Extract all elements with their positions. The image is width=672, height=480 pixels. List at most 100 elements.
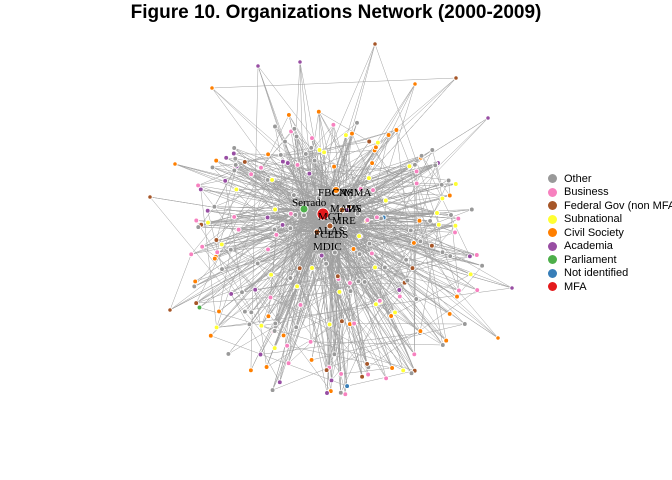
network-node bbox=[246, 321, 253, 328]
network-node bbox=[271, 328, 278, 334]
network-node bbox=[242, 308, 248, 315]
network-node bbox=[439, 195, 446, 202]
network-node bbox=[211, 203, 218, 210]
legend-swatch bbox=[548, 214, 557, 224]
network-node bbox=[452, 181, 459, 187]
legend-label: MFA bbox=[564, 280, 587, 293]
network-node bbox=[461, 321, 468, 327]
network-node bbox=[456, 287, 462, 294]
network-node bbox=[400, 367, 407, 374]
network-node bbox=[343, 132, 349, 138]
network-node bbox=[307, 338, 314, 345]
legend-swatch bbox=[548, 241, 557, 251]
node-label: Serrado bbox=[292, 197, 327, 209]
network-node bbox=[318, 252, 325, 259]
legend-swatch bbox=[548, 268, 557, 278]
network-node bbox=[338, 371, 344, 377]
network-node bbox=[350, 246, 357, 252]
network-node bbox=[369, 250, 375, 257]
network-node bbox=[432, 162, 439, 169]
network-node bbox=[453, 75, 459, 81]
network-node bbox=[357, 186, 364, 192]
network-node bbox=[347, 194, 354, 201]
network-node bbox=[284, 160, 291, 166]
network-node bbox=[199, 243, 206, 250]
network-node bbox=[351, 320, 357, 327]
network-node bbox=[308, 357, 315, 363]
network-node bbox=[406, 163, 413, 170]
network-node bbox=[228, 291, 235, 297]
network-node bbox=[356, 233, 362, 239]
network-node bbox=[435, 221, 442, 228]
network-node bbox=[443, 337, 450, 344]
network-node bbox=[316, 147, 323, 153]
network-node bbox=[382, 197, 389, 204]
network-node bbox=[326, 222, 334, 230]
network-node bbox=[172, 161, 178, 167]
network-node bbox=[271, 226, 278, 233]
network-node bbox=[232, 155, 239, 162]
network-node bbox=[330, 121, 337, 128]
network-node bbox=[269, 387, 276, 393]
network-node bbox=[326, 321, 333, 328]
network-node bbox=[332, 249, 338, 256]
legend-item: Subnational bbox=[548, 213, 672, 227]
network-node bbox=[403, 256, 409, 263]
network-node bbox=[265, 313, 272, 320]
network-node bbox=[287, 225, 294, 232]
legend-swatch bbox=[548, 174, 557, 184]
network-node bbox=[192, 278, 199, 285]
network-node bbox=[316, 207, 330, 221]
network-node bbox=[197, 186, 204, 193]
legend-swatch bbox=[548, 228, 557, 238]
network-node bbox=[255, 63, 261, 69]
network-node bbox=[354, 119, 360, 126]
network-node bbox=[252, 286, 259, 293]
network-node bbox=[227, 246, 234, 253]
network-node bbox=[349, 130, 355, 137]
network-node bbox=[337, 389, 344, 396]
network-node bbox=[233, 186, 240, 193]
network-node bbox=[412, 161, 418, 168]
network-node bbox=[448, 212, 454, 218]
network-node bbox=[205, 219, 211, 226]
network-node bbox=[446, 192, 453, 199]
network-node bbox=[355, 278, 362, 285]
network-node bbox=[207, 332, 214, 339]
network-node bbox=[339, 318, 345, 325]
network-node bbox=[267, 294, 274, 301]
network-node bbox=[383, 375, 389, 382]
network-node bbox=[218, 241, 225, 248]
network-node bbox=[417, 328, 424, 334]
network-node bbox=[373, 144, 379, 151]
legend-swatch bbox=[548, 187, 557, 197]
network-node bbox=[407, 227, 414, 234]
legend-swatch bbox=[548, 255, 557, 265]
network-node bbox=[359, 373, 365, 380]
network-node bbox=[495, 335, 501, 341]
network-node bbox=[509, 285, 515, 291]
network-node bbox=[361, 279, 368, 285]
network-node bbox=[167, 307, 173, 313]
network-node bbox=[286, 112, 292, 118]
network-node bbox=[417, 238, 424, 245]
network-node bbox=[375, 139, 381, 146]
network-node bbox=[315, 195, 322, 202]
legend-swatch bbox=[548, 282, 557, 292]
network-node bbox=[195, 182, 201, 189]
network-node bbox=[276, 379, 283, 386]
network-node bbox=[195, 224, 202, 230]
network-node bbox=[225, 351, 232, 357]
network-node bbox=[231, 145, 238, 151]
network-node bbox=[216, 308, 222, 315]
network-node bbox=[454, 293, 460, 300]
network-node bbox=[324, 390, 330, 396]
legend-label: Other bbox=[564, 172, 592, 185]
legend-label: Subnational bbox=[564, 213, 623, 226]
legend-label: Civil Society bbox=[564, 226, 624, 239]
network-node bbox=[393, 127, 400, 133]
network-node bbox=[257, 351, 264, 358]
network-node bbox=[429, 242, 435, 249]
